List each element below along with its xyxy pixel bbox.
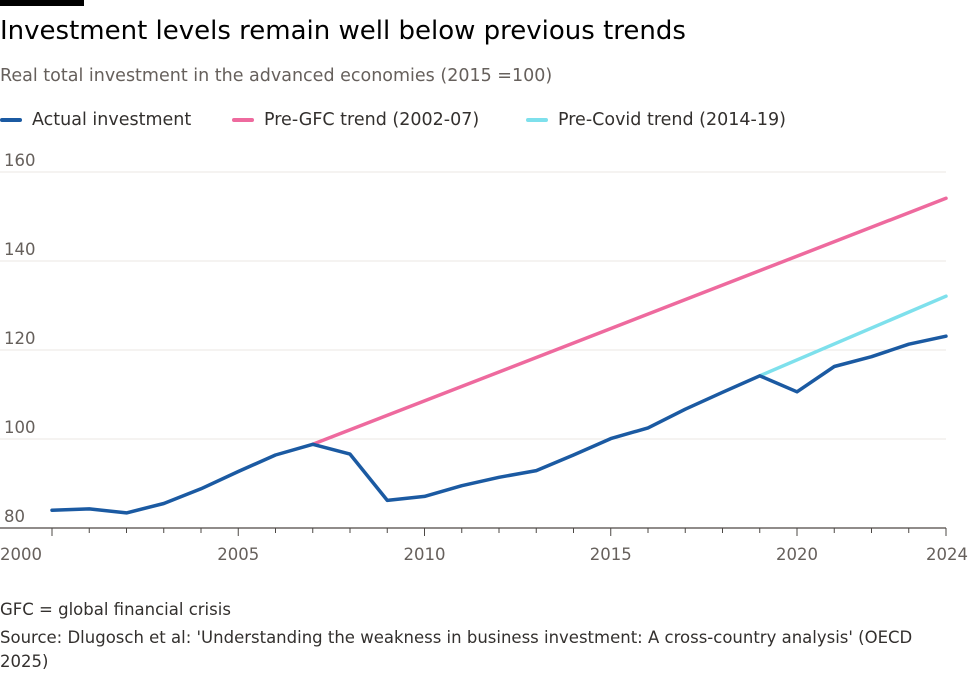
x-tick-label-2000: 2000 — [0, 545, 42, 564]
legend-label-pre-covid: Pre-Covid trend (2014-19) — [558, 110, 786, 130]
y-tick-label-120: 120 — [4, 329, 36, 348]
x-tick-label-2015: 2015 — [590, 545, 632, 564]
y-tick-label-100: 100 — [4, 418, 36, 437]
x-tick-label-2010: 2010 — [404, 545, 446, 564]
legend-item-pre-gfc: Pre-GFC trend (2002-07) — [232, 110, 479, 130]
legend-item-pre-covid: Pre-Covid trend (2014-19) — [526, 110, 786, 130]
y-tick-label-160: 160 — [4, 151, 36, 170]
legend-swatch-pre-gfc — [232, 118, 254, 122]
footnote: GFC = global financial crisis — [0, 600, 231, 619]
series-line-actual-investment — [50, 334, 948, 515]
y-tick-label-140: 140 — [4, 240, 36, 259]
brand-bar — [0, 0, 84, 6]
legend-item-actual: Actual investment — [0, 110, 191, 130]
x-tick-label-2020: 2020 — [776, 545, 818, 564]
legend: Actual investment Pre-GFC trend (2002-07… — [0, 110, 975, 136]
x-tick-label-2024: 2024 — [926, 545, 968, 564]
chart-subtitle: Real total investment in the advanced ec… — [0, 66, 553, 86]
series-line-pre-covid-trend-2014-19 — [758, 294, 948, 378]
series-line-pre-gfc-trend-2002-07 — [311, 196, 948, 447]
legend-label-actual: Actual investment — [32, 110, 192, 130]
legend-label-pre-gfc: Pre-GFC trend (2002-07) — [264, 110, 480, 130]
source-note: Source: Dlugosch et al: 'Understanding t… — [0, 628, 913, 671]
line-chart: 80 100 120 140 160 2000 2005 2010 2015 2020 2024 — [0, 151, 968, 564]
y-tick-label-80: 80 — [4, 507, 25, 526]
legend-swatch-actual — [0, 118, 22, 122]
x-tick-label-2005: 2005 — [217, 545, 259, 564]
chart-title: Investment levels remain well below prev… — [0, 16, 686, 46]
legend-swatch-pre-covid — [526, 118, 548, 122]
